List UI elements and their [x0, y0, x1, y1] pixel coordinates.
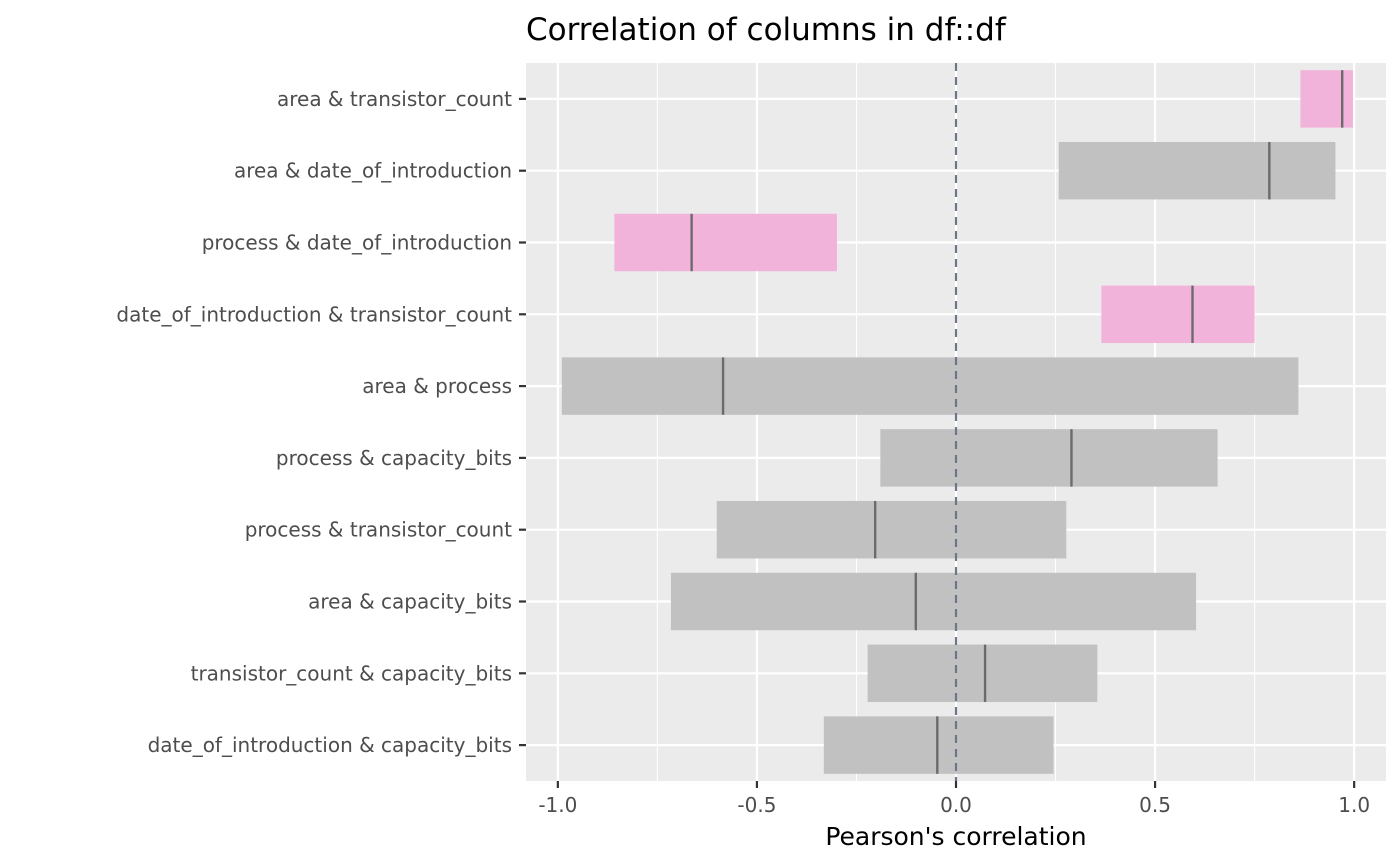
confidence-interval-bar	[1058, 141, 1336, 200]
confidence-interval-bar	[867, 644, 1098, 703]
y-tick-label: process & capacity_bits	[276, 446, 512, 470]
x-tick-label: 0.0	[940, 793, 972, 817]
x-tick-label: 1.0	[1338, 793, 1370, 817]
y-tick-label: area & date_of_introduction	[234, 159, 512, 183]
y-tick-label: area & transistor_count	[277, 87, 512, 111]
x-axis-title: Pearson's correlation	[825, 822, 1086, 851]
chart-title: Correlation of columns in df::df	[526, 12, 1007, 48]
confidence-interval-bar	[670, 572, 1197, 631]
y-tick-label: area & process	[362, 374, 512, 398]
confidence-interval-bar	[561, 357, 1299, 415]
x-tick-label: -1.0	[538, 793, 577, 817]
y-tick-label: date_of_introduction & capacity_bits	[148, 733, 512, 757]
y-tick-label: date_of_introduction & transistor_count	[116, 302, 512, 326]
confidence-interval-bar	[1300, 70, 1353, 128]
y-tick-label: transistor_count & capacity_bits	[191, 661, 512, 685]
confidence-interval-bar	[1101, 285, 1255, 344]
x-tick-label: 0.5	[1139, 793, 1171, 817]
confidence-interval-bar	[614, 213, 837, 272]
confidence-interval-bar	[880, 429, 1218, 487]
x-axis: -1.0 -0.5 0.0 0.5 1.0	[538, 781, 1370, 817]
interval-layer	[561, 70, 1353, 774]
x-tick-label: -0.5	[737, 793, 776, 817]
y-tick-label: process & transistor_count	[245, 518, 512, 542]
y-tick-label: area & capacity_bits	[308, 590, 512, 614]
confidence-interval-bar	[823, 716, 1054, 774]
y-tick-label: process & date_of_introduction	[202, 231, 512, 255]
confidence-interval-bar	[716, 500, 1067, 559]
